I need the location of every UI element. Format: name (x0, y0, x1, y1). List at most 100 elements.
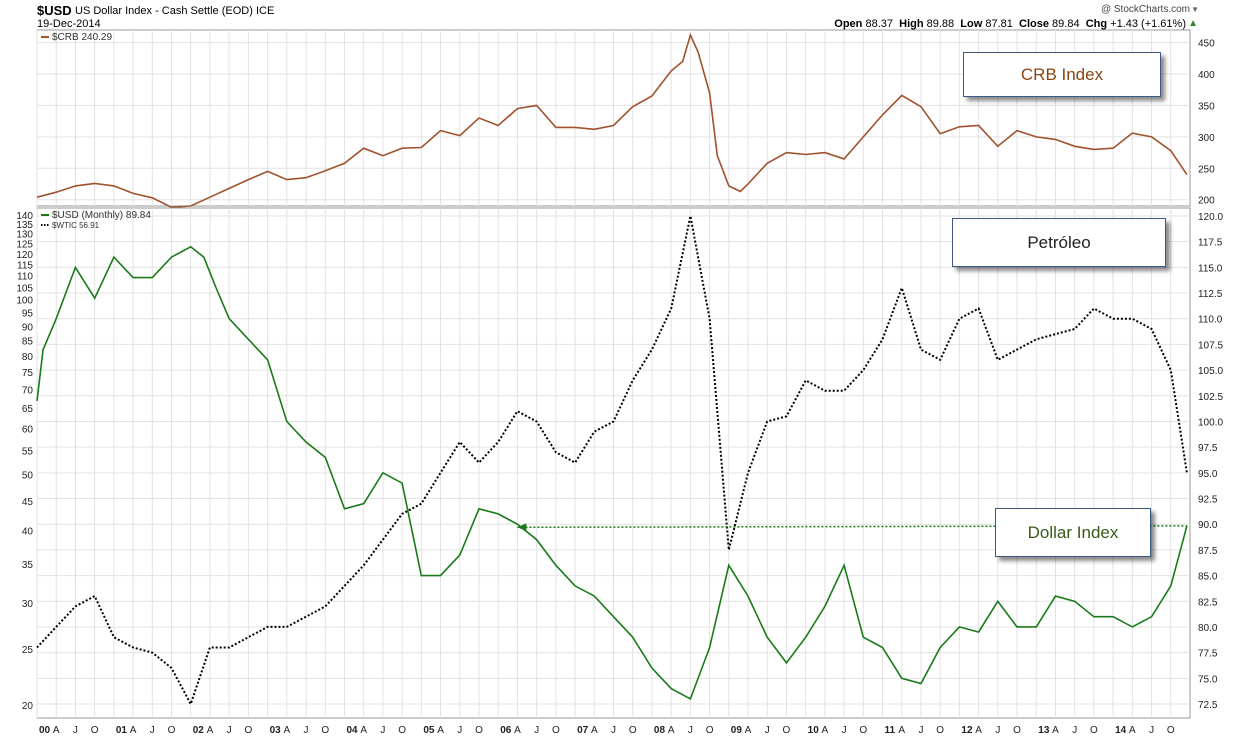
x-tick-label: A (591, 725, 598, 736)
dollar-annotation-text: Dollar Index (1027, 522, 1119, 542)
wtic-y-tick-label: 120.0 (1198, 212, 1223, 223)
usd-y-tick-label: 65 (22, 404, 34, 415)
wtic-y-tick-label: 105.0 (1198, 366, 1223, 377)
wtic-y-tick-label: 95.0 (1198, 469, 1218, 480)
wtic-y-tick-label: 75.0 (1198, 674, 1218, 685)
x-tick-label: J (688, 725, 693, 736)
x-tick-label: J (765, 725, 770, 736)
wtic-y-tick-label: 112.5 (1198, 289, 1223, 300)
low-value: 87.81 (985, 18, 1013, 30)
open-value: 88.37 (865, 18, 893, 30)
crb-annotation-text: CRB Index (1020, 64, 1104, 84)
x-tick-label: O (859, 725, 867, 736)
x-tick-label: A (283, 725, 290, 736)
chart-date: 19-Dec-2014 (37, 18, 101, 30)
stockcharts-credit[interactable]: @ StockCharts.com (1100, 4, 1190, 15)
petroleo-annotation-box: Petróleo (952, 218, 1166, 267)
chg-value: +1.43 (+1.61%) (1110, 18, 1186, 30)
x-axis: 00 A J O 01 A J O 02 A J O 03 A J O 04 A J O 05 A J O 06 A J O 07 A J O… (39, 725, 1175, 736)
wtic-y-tick-label: 100.0 (1198, 417, 1223, 428)
usd-y-tick-label: 120 (16, 250, 33, 261)
usd-series-line (36, 245, 1188, 701)
x-tick-label: 13 (1038, 725, 1050, 736)
x-tick-label: 01 (116, 725, 128, 736)
wtic-y-tick-label: 77.5 (1198, 649, 1218, 660)
crb-y-tick-label: 400 (1198, 70, 1215, 81)
x-tick-label: A (360, 725, 367, 736)
x-tick-label: A (437, 725, 444, 736)
usd-y-tick-label: 140 (16, 211, 33, 222)
usd-y-tick-label: 50 (22, 470, 34, 481)
x-tick-label: O (552, 725, 560, 736)
usd-y-tick-label: 35 (22, 560, 34, 571)
crb-y-tick-label: 250 (1198, 164, 1215, 175)
wtic-y-tick-label: 90.0 (1198, 520, 1218, 531)
x-tick-label: J (1149, 725, 1154, 736)
dollar-annotation-box: Dollar Index (995, 508, 1151, 557)
x-tick-label: O (783, 725, 791, 736)
crb-y-tick-label: 200 (1198, 196, 1215, 207)
low-label: Low (960, 18, 983, 30)
x-tick-label: O (321, 725, 329, 736)
x-tick-label: 02 (193, 725, 205, 736)
usd-y-tick-label: 80 (22, 352, 34, 363)
x-tick-label: J (1072, 725, 1077, 736)
usd-y-tick-label: 30 (22, 599, 34, 610)
x-tick-label: J (611, 725, 616, 736)
wtic-y-tick-label: 92.5 (1198, 495, 1218, 506)
x-tick-label: O (398, 725, 406, 736)
x-tick-label: A (668, 725, 675, 736)
wtic-y-tick-label: 82.5 (1198, 597, 1218, 608)
x-tick-label: A (130, 725, 137, 736)
x-tick-label: 00 (39, 725, 51, 736)
usd-y-tick-label: 85 (22, 337, 34, 348)
x-tick-label: J (457, 725, 462, 736)
x-tick-label: J (995, 725, 1000, 736)
wtic-series-line (36, 215, 1188, 707)
usd-y-tick-label: 95 (22, 309, 34, 320)
wtic-y-tick-label: 102.5 (1198, 392, 1223, 403)
usd-y-tick-label: 70 (22, 386, 34, 397)
x-tick-label: 08 (654, 725, 666, 736)
usd-y-tick-label: 105 (16, 283, 33, 294)
x-tick-label: O (936, 725, 944, 736)
x-tick-label: J (73, 725, 78, 736)
x-tick-label: O (168, 725, 176, 736)
wtic-y-tick-label: 115.0 (1198, 263, 1223, 274)
wtic-y-tick-label: 80.0 (1198, 623, 1218, 634)
x-tick-label: 03 (270, 725, 282, 736)
usd-y-tick-label: 40 (22, 526, 34, 537)
wtic-y-tick-label: 72.5 (1198, 700, 1218, 711)
usd-y-tick-label: 20 (22, 701, 34, 712)
x-tick-label: J (380, 725, 385, 736)
x-tick-label: 11 (885, 725, 896, 736)
high-label: High (899, 18, 924, 30)
x-tick-label: O (91, 725, 99, 736)
x-tick-label: 05 (423, 725, 435, 736)
symbol-title: $USD (37, 3, 72, 18)
x-tick-label: O (1090, 725, 1098, 736)
x-tick-label: A (514, 725, 521, 736)
exchange-label: ICE (255, 5, 275, 17)
x-tick-label: 09 (731, 725, 743, 736)
x-tick-label: J (150, 725, 155, 736)
x-tick-label: 04 (346, 725, 358, 736)
crb-y-tick-label: 300 (1198, 133, 1215, 144)
x-tick-label: J (842, 725, 847, 736)
settings-icon[interactable]: ▼ (1191, 5, 1199, 14)
symbol-description: US Dollar Index - Cash Settle (EOD) ICE (75, 5, 274, 17)
x-tick-label: 10 (808, 725, 820, 736)
crb-annotation-box: CRB Index (963, 52, 1161, 97)
crb-legend-label: $CRB 240.29 (52, 32, 112, 43)
x-tick-label: J (918, 725, 923, 736)
wtic-y-tick-label: 87.5 (1198, 546, 1218, 557)
usd-y-tick-label: 100 (16, 296, 33, 307)
close-label: Close (1019, 18, 1049, 30)
wtic-y-tick-label: 97.5 (1198, 443, 1218, 454)
usd-y-tick-label: 115 (17, 261, 33, 272)
x-tick-label: O (1167, 725, 1175, 736)
high-value: 89.88 (926, 18, 955, 30)
usd-y-tick-label: 75 (22, 368, 34, 379)
close-value: 89.84 (1052, 18, 1080, 30)
